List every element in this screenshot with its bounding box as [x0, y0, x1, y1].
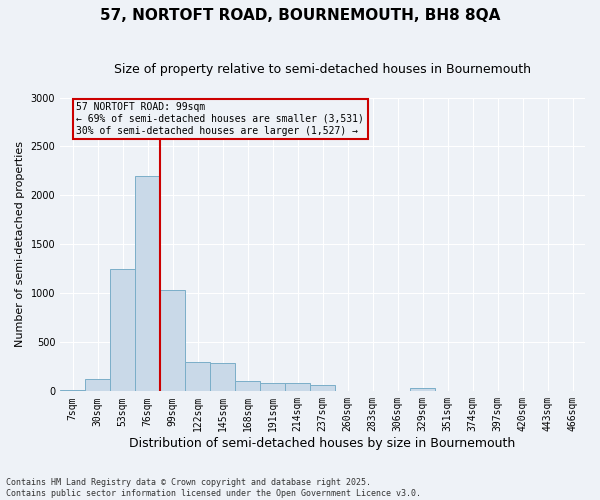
Bar — [310, 386, 335, 392]
Bar — [110, 269, 135, 392]
Bar — [285, 384, 310, 392]
Bar — [85, 378, 110, 392]
Title: Size of property relative to semi-detached houses in Bournemouth: Size of property relative to semi-detach… — [114, 62, 531, 76]
X-axis label: Distribution of semi-detached houses by size in Bournemouth: Distribution of semi-detached houses by … — [130, 437, 516, 450]
Text: 57 NORTOFT ROAD: 99sqm
← 69% of semi-detached houses are smaller (3,531)
30% of : 57 NORTOFT ROAD: 99sqm ← 69% of semi-det… — [76, 102, 364, 136]
Bar — [210, 363, 235, 392]
Bar — [60, 390, 85, 392]
Y-axis label: Number of semi-detached properties: Number of semi-detached properties — [15, 142, 25, 348]
Text: 57, NORTOFT ROAD, BOURNEMOUTH, BH8 8QA: 57, NORTOFT ROAD, BOURNEMOUTH, BH8 8QA — [100, 8, 500, 22]
Bar — [135, 176, 160, 392]
Bar — [235, 380, 260, 392]
Bar — [260, 384, 285, 392]
Bar — [185, 362, 210, 392]
Text: Contains HM Land Registry data © Crown copyright and database right 2025.
Contai: Contains HM Land Registry data © Crown c… — [6, 478, 421, 498]
Bar — [160, 290, 185, 392]
Bar — [410, 388, 435, 392]
